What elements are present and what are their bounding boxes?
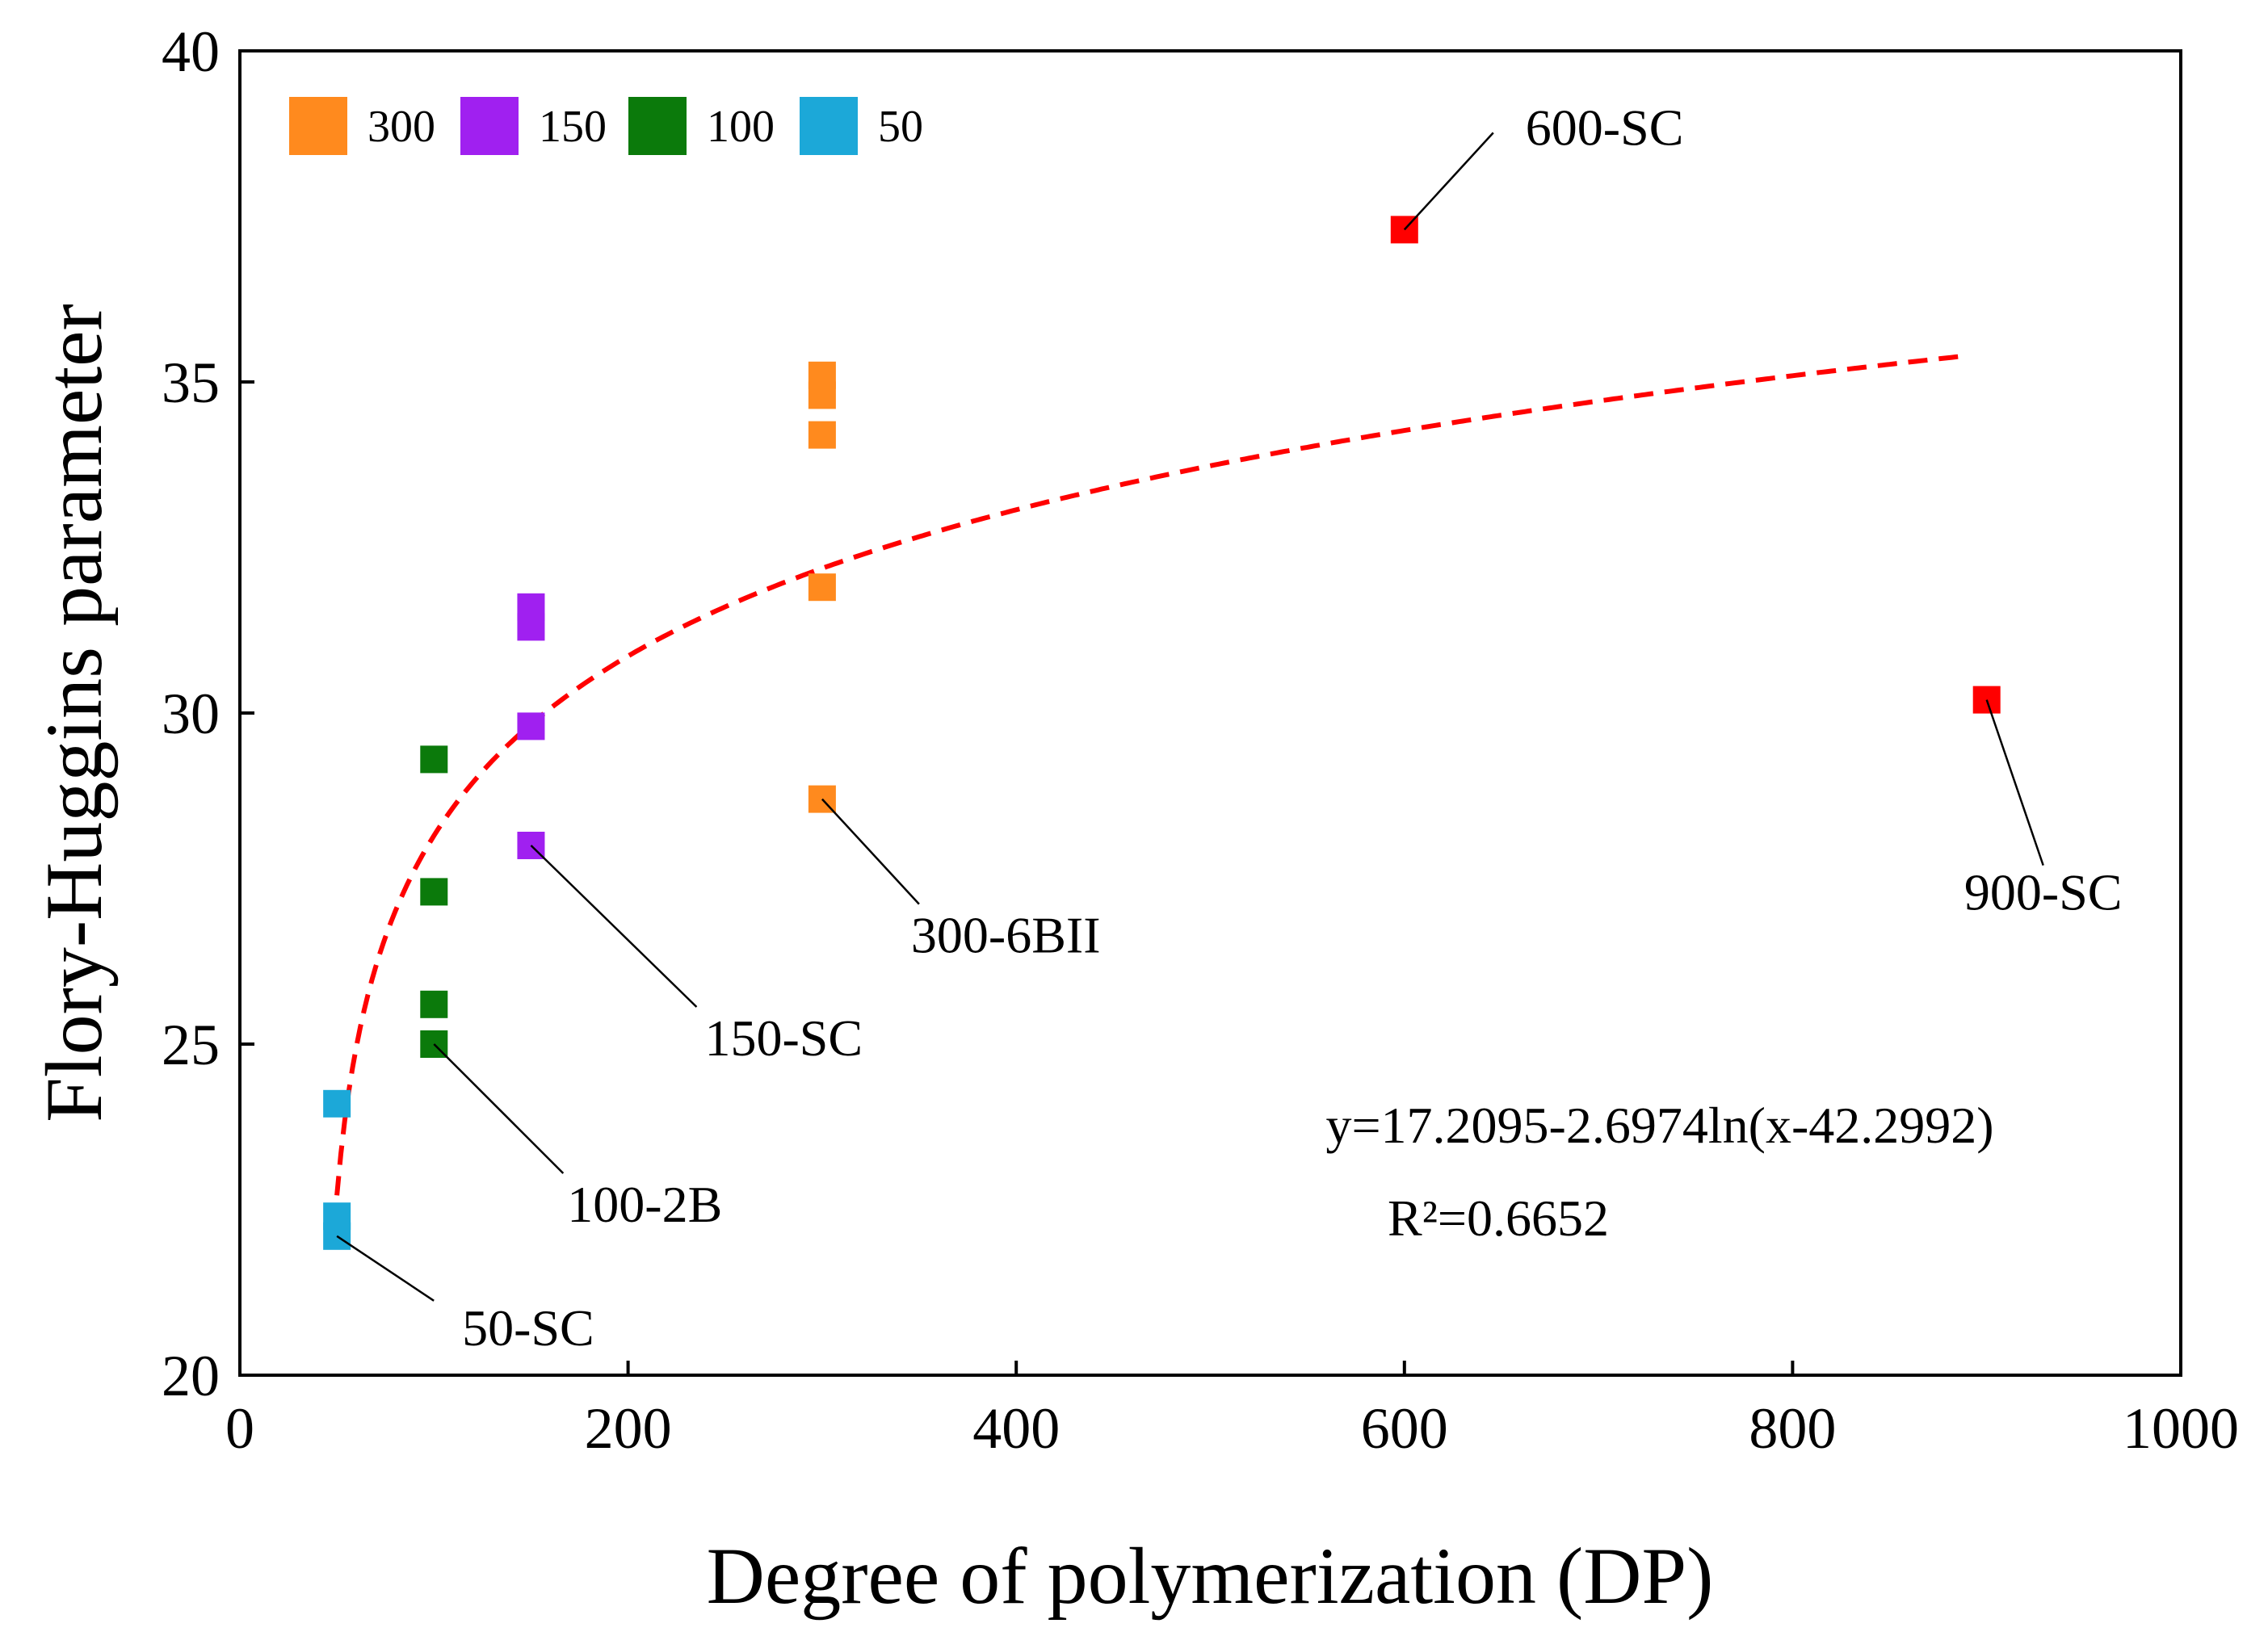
data-point-300 [808, 381, 836, 409]
legend-label-300: 300 [368, 102, 435, 152]
y-tick-label: 30 [162, 682, 220, 746]
legend-swatch-300 [289, 97, 347, 155]
axis-ticks: 0 200 400 600 800 1000 20 25 30 35 40 [162, 19, 2239, 1461]
data-point-150 [517, 613, 545, 641]
annotation-leader [821, 798, 920, 905]
x-tick-label: 400 [972, 1396, 1060, 1461]
points-layer [323, 216, 2001, 1250]
x-axis-title: Degree of polymerization (DP) [707, 1531, 1714, 1621]
legend-label-100: 100 [707, 102, 775, 152]
annotation-label: 100-2B [567, 1176, 722, 1233]
y-tick-label: 20 [162, 1344, 220, 1408]
annotation-leader [433, 1043, 565, 1174]
annotation-label: 300-6BII [911, 907, 1101, 964]
y-tick-label: 25 [162, 1013, 220, 1077]
annotation-leader [336, 1235, 435, 1302]
data-point-300 [808, 573, 836, 602]
fit-curve [334, 353, 1968, 1196]
x-tick-label: 600 [1361, 1396, 1448, 1461]
x-tick-label: 200 [585, 1396, 672, 1461]
fit-equation: y=17.2095-2.6974ln(x-42.2992) [1325, 1097, 1993, 1154]
annotation-layer: 600-SC 900-SC 300-6BII 150-SC 100-2B 50-SC [336, 99, 2123, 1357]
annotation-label: 900-SC [1964, 864, 2123, 921]
fit-layer [334, 353, 1968, 1196]
x-tick-label: 0 [225, 1396, 254, 1461]
annotation-label: 600-SC [1526, 99, 1684, 156]
y-axis-title: Flory-Huggins parameter [29, 304, 119, 1122]
annotation-leader [1403, 132, 1494, 231]
annotation-leader [1985, 699, 2044, 866]
annotation-label: 150-SC [704, 1009, 863, 1067]
data-point-100 [420, 745, 448, 774]
annotation-label: 50-SC [462, 1299, 594, 1357]
legend-swatch-50 [800, 97, 858, 155]
data-point-300 [808, 421, 836, 449]
data-point-100 [420, 990, 448, 1018]
legend: 300 150 100 50 [289, 97, 923, 155]
data-point-50 [323, 1089, 351, 1118]
x-tick-label: 800 [1749, 1396, 1836, 1461]
legend-swatch-150 [460, 97, 519, 155]
legend-label-50: 50 [878, 102, 923, 152]
legend-swatch-100 [628, 97, 687, 155]
legend-label-150: 150 [539, 102, 607, 152]
fit-r-squared: R²=0.6652 [1388, 1189, 1609, 1247]
y-tick-label: 35 [162, 350, 220, 415]
x-tick-label: 1000 [2123, 1396, 2239, 1461]
annotation-leader [530, 845, 698, 1008]
y-tick-label: 40 [162, 19, 220, 84]
data-point-150 [517, 712, 545, 740]
data-point-100 [420, 878, 448, 906]
